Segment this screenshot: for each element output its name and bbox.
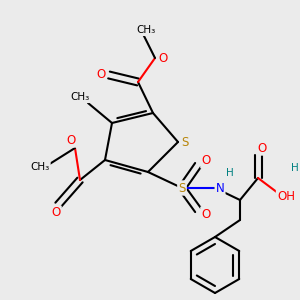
Text: OH: OH [277, 190, 295, 203]
Text: O: O [96, 68, 106, 82]
Text: S: S [181, 136, 189, 148]
Text: O: O [158, 52, 168, 64]
Text: O: O [201, 208, 211, 220]
Text: O: O [201, 154, 211, 167]
Text: H: H [226, 168, 234, 178]
Text: S: S [178, 182, 186, 194]
Text: CH₃: CH₃ [136, 25, 156, 35]
Text: H: H [291, 163, 299, 173]
Text: O: O [51, 206, 61, 220]
Text: N: N [216, 182, 224, 194]
Text: CH₃: CH₃ [30, 162, 50, 172]
Text: CH₃: CH₃ [70, 92, 90, 102]
Text: O: O [257, 142, 267, 154]
Text: O: O [66, 134, 76, 146]
